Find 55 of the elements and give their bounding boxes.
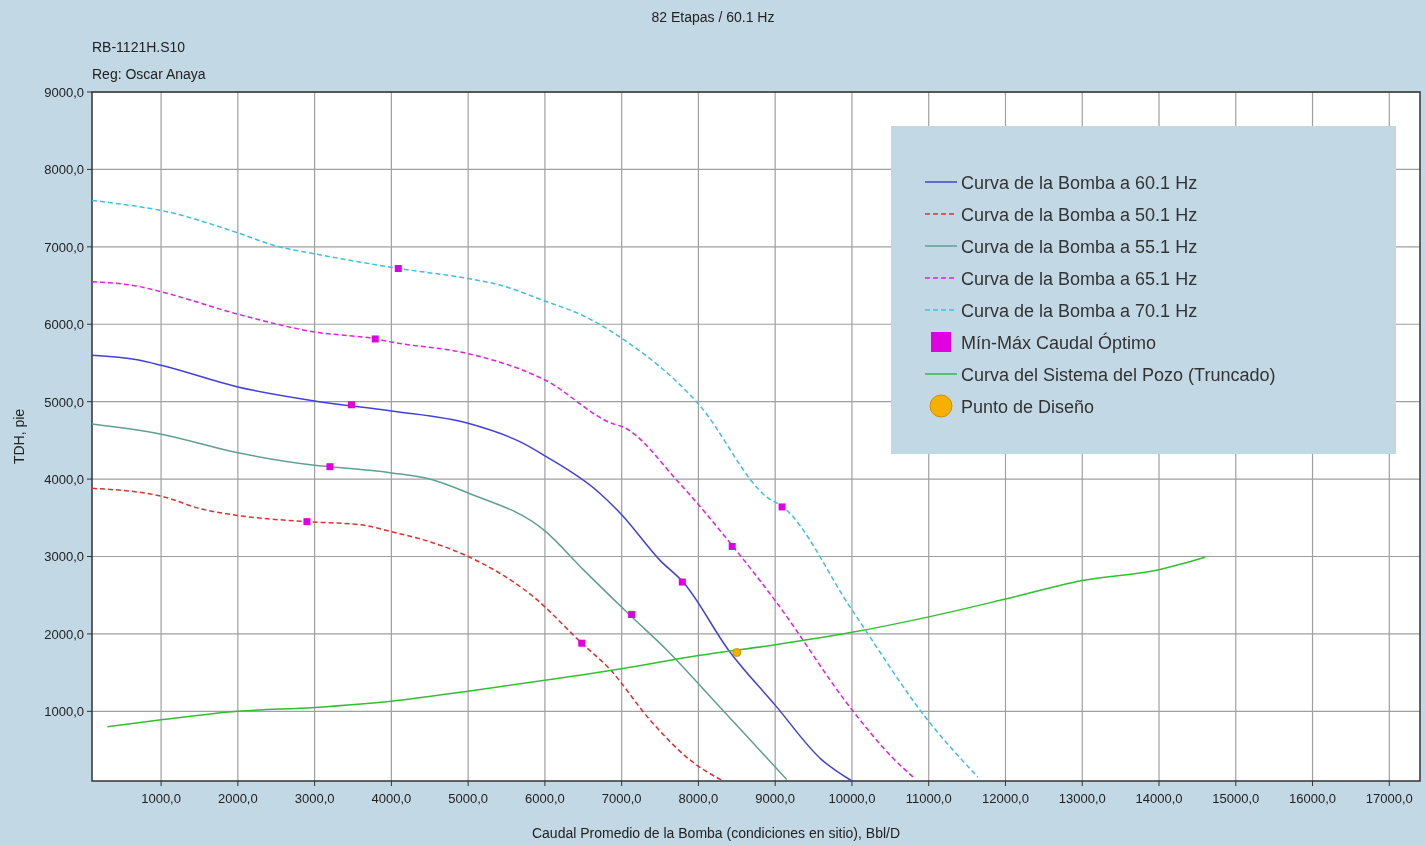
legend-label: Mín-Máx Caudal Óptimo [961, 332, 1157, 353]
y-tick-label: 7000,0 [44, 239, 84, 255]
x-tick-label: 10000,0 [828, 791, 876, 806]
point [347, 401, 355, 409]
x-tick-label: 13000,0 [1058, 791, 1106, 806]
legend-label: Curva de la Bomba a 55.1 Hz [961, 237, 1198, 257]
legend-label: Curva de la Bomba a 60.1 Hz [961, 173, 1198, 193]
line-series [91, 423, 788, 781]
x-tick-label: 6000,0 [525, 791, 565, 806]
y-tick-label: 8000,0 [44, 162, 84, 178]
x-tick-label: 14000,0 [1135, 791, 1183, 806]
legend-label: Punto de Diseño [961, 397, 1095, 417]
x-tick-label: 1000,0 [141, 791, 181, 806]
y-tick-label: 3000,0 [44, 549, 84, 565]
point [303, 518, 311, 526]
line-series [106, 556, 1206, 728]
line-series [91, 354, 853, 782]
point [394, 265, 402, 273]
chart-title: 82 Etapas / 60.1 Hz [651, 9, 775, 25]
point [326, 463, 334, 471]
point [732, 647, 742, 657]
legend-label: Curva de la Bomba a 70.1 Hz [961, 301, 1198, 321]
line-series [91, 487, 724, 782]
x-tick-label: 9000,0 [755, 791, 796, 806]
chart-subtitle: RB-1121H.S10 [92, 39, 186, 55]
x-tick-label: 11000,0 [905, 791, 952, 806]
legend-label: Curva de la Bomba a 65.1 Hz [961, 269, 1198, 289]
point [628, 611, 636, 619]
x-tick-label: 3000,0 [294, 791, 335, 806]
point [678, 578, 686, 586]
text: Reg: Oscar Anaya [92, 66, 206, 82]
x-tick-label: 2000,0 [217, 791, 258, 806]
line-series [91, 280, 916, 780]
x-tick-label: 7000,0 [601, 791, 642, 806]
y-tick-label: 1000,0 [44, 704, 84, 720]
legend-label: Curva de la Bomba a 50.1 Hz [961, 205, 1198, 225]
x-tick-label: 15000,0 [1212, 791, 1260, 806]
legend-label: Curva del Sistema del Pozo (Truncado) [961, 365, 1276, 385]
x-axis-title: Caudal Promedio de la Bomba (condiciones en sitio), Bbl/D [531, 825, 901, 841]
x-tick-label: 4000,0 [371, 791, 412, 806]
x-tick-label: 8000,0 [678, 791, 719, 806]
x-tick-label: 16000,0 [1289, 791, 1337, 806]
x-tick-label: 5000,0 [448, 791, 489, 806]
point [578, 639, 586, 647]
point [778, 503, 786, 511]
x-tick-label: 12000,0 [981, 791, 1029, 806]
y-tick-label: 4000,0 [44, 472, 84, 488]
x-tick-label: 17000,0 [1365, 791, 1413, 806]
point [728, 542, 736, 550]
y-tick-label: 9000,0 [44, 85, 84, 100]
y-tick-label: 2000,0 [44, 626, 84, 642]
y-tick-label: 5000,0 [44, 394, 84, 410]
point [371, 335, 379, 343]
y-tick-label: 6000,0 [44, 317, 84, 333]
y-axis-title: TDH, pie [11, 408, 27, 465]
